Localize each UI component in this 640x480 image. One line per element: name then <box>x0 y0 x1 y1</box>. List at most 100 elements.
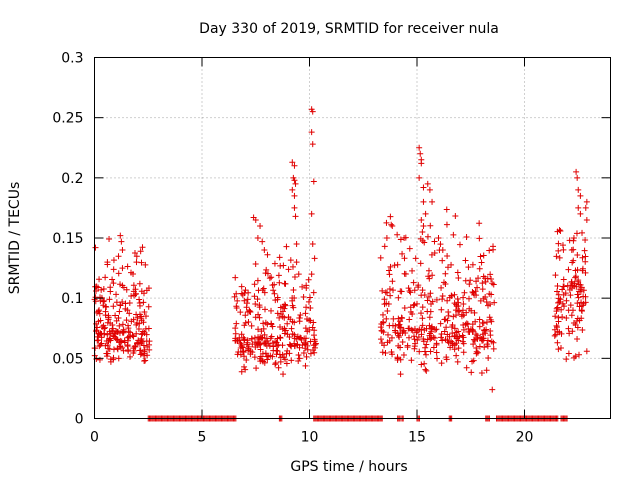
data-point <box>572 273 579 280</box>
data-point <box>578 307 585 314</box>
data-point <box>442 280 449 287</box>
data-point <box>279 308 286 315</box>
data-point <box>104 259 111 266</box>
data-point <box>455 345 462 352</box>
data-point <box>384 308 391 315</box>
data-point <box>402 271 409 278</box>
data-point <box>136 296 143 303</box>
data-point <box>452 213 459 220</box>
data-point <box>417 235 424 242</box>
data-point <box>306 317 313 324</box>
data-point <box>433 326 440 333</box>
data-point <box>254 277 261 284</box>
data-point <box>238 341 245 348</box>
data-point <box>390 287 397 294</box>
data-point <box>399 328 406 335</box>
data-point <box>574 300 581 307</box>
data-point <box>307 350 314 357</box>
data-point <box>293 259 300 266</box>
data-point <box>95 308 102 315</box>
data-point <box>460 326 467 333</box>
data-point <box>295 271 302 278</box>
data-point <box>275 272 282 279</box>
data-point <box>460 300 467 307</box>
data-point <box>460 349 467 356</box>
data-point <box>381 243 388 250</box>
data-point <box>237 351 244 358</box>
data-point <box>241 322 248 329</box>
data-point <box>580 287 587 294</box>
data-point <box>285 314 292 321</box>
data-point <box>260 285 267 292</box>
data-point <box>386 267 393 274</box>
data-point <box>389 278 396 285</box>
data-point <box>238 368 245 375</box>
data-point <box>122 300 129 307</box>
data-point <box>482 294 489 301</box>
data-point <box>454 295 461 302</box>
data-point <box>466 281 473 288</box>
data-point <box>141 350 148 357</box>
data-point <box>405 325 412 332</box>
data-point <box>455 275 462 282</box>
data-point <box>489 280 496 287</box>
data-point <box>232 337 239 344</box>
data-point <box>488 276 495 283</box>
data-point <box>303 282 310 289</box>
data-point <box>103 353 110 360</box>
data-point <box>441 316 448 323</box>
data-point <box>454 358 461 365</box>
data-point <box>469 261 476 268</box>
data-point <box>470 357 477 364</box>
data-point <box>92 288 99 295</box>
data-point <box>124 263 131 270</box>
data-point <box>103 338 110 345</box>
data-point <box>124 337 131 344</box>
data-point <box>246 307 253 314</box>
data-point <box>145 303 152 310</box>
data-point <box>450 313 457 320</box>
data-point <box>273 339 280 346</box>
data-point <box>135 325 142 332</box>
data-point <box>379 287 386 294</box>
data-point <box>575 294 582 301</box>
data-point <box>476 343 483 350</box>
data-point <box>283 350 290 357</box>
data-point <box>310 289 317 296</box>
data-point <box>112 312 119 319</box>
data-point <box>303 304 310 311</box>
data-point <box>571 354 578 361</box>
data-point <box>302 325 309 332</box>
data-point <box>138 315 145 322</box>
data-point <box>125 325 132 332</box>
data-point <box>379 349 386 356</box>
data-point <box>577 286 584 293</box>
data-point <box>417 150 424 157</box>
data-point <box>241 297 248 304</box>
data-point <box>252 343 259 350</box>
data-point <box>481 327 488 334</box>
data-point <box>425 267 432 274</box>
data-point <box>395 315 402 322</box>
data-point <box>475 275 482 282</box>
data-point <box>104 319 111 326</box>
data-point <box>383 219 390 226</box>
data-point <box>282 356 289 363</box>
data-point <box>433 340 440 347</box>
data-point <box>133 330 140 337</box>
data-point <box>306 294 313 301</box>
data-point <box>272 361 279 368</box>
data-point <box>409 267 416 274</box>
data-point <box>463 234 470 241</box>
data-point <box>138 259 145 266</box>
data-point <box>289 263 296 270</box>
data-point <box>554 324 561 331</box>
data-point <box>95 337 102 344</box>
data-point <box>255 311 262 318</box>
data-point <box>479 319 486 326</box>
data-point <box>396 334 403 341</box>
data-point <box>471 337 478 344</box>
data-point <box>582 269 589 276</box>
data-point <box>110 266 117 273</box>
data-point <box>554 339 561 346</box>
